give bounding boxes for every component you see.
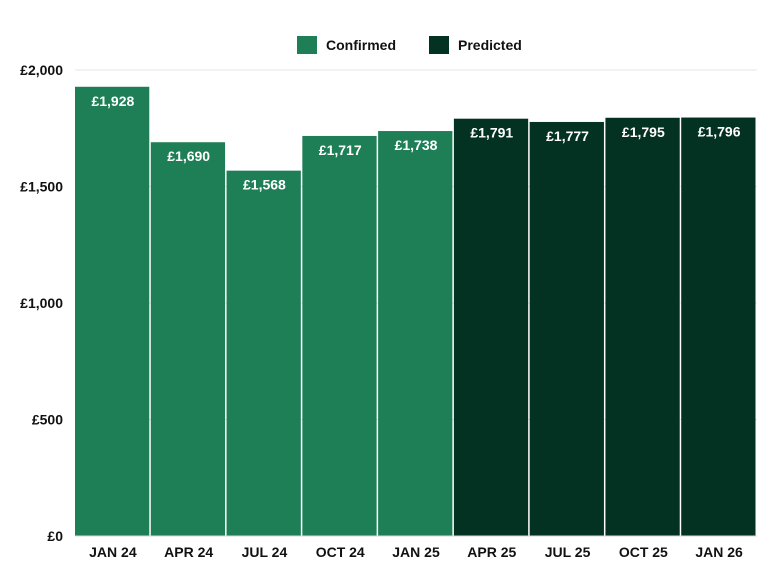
legend-swatch-confirmed [297, 36, 317, 54]
legend: Confirmed Predicted [297, 36, 522, 54]
x-tick-label: JUL 24 [242, 544, 288, 560]
data-label: £1,791 [470, 125, 513, 141]
data-label: £1,795 [622, 124, 665, 140]
data-label: £1,568 [243, 177, 286, 193]
bar-oct-24 [302, 135, 377, 536]
bar-apr-24 [150, 142, 226, 537]
y-axis: £0 £500 £1,000 £1,500 £2,000 [20, 62, 63, 544]
y-tick-label: £500 [32, 412, 63, 428]
x-tick-label: OCT 25 [619, 544, 668, 560]
y-tick-label: £1,000 [20, 295, 63, 311]
data-label: £1,717 [319, 142, 362, 158]
legend-item-confirmed: Confirmed [297, 36, 396, 54]
x-tick-label: JUL 25 [545, 544, 591, 560]
y-tick-label: £0 [47, 528, 63, 544]
y-tick-label: £1,500 [20, 179, 63, 195]
x-tick-label: OCT 24 [316, 544, 365, 560]
bars: £1,928 £1,690 £1,568 £1,717 £1,738 £1,791 £1,7… [75, 86, 756, 537]
bar-jan-26 [681, 117, 756, 537]
x-tick-label: APR 25 [467, 544, 516, 560]
legend-label-predicted: Predicted [458, 37, 522, 53]
bar-jul-24 [226, 170, 301, 536]
legend-label-confirmed: Confirmed [326, 37, 396, 53]
data-label: £1,796 [698, 124, 741, 140]
x-tick-label: JAN 25 [392, 544, 440, 560]
bar-jan-25 [378, 131, 453, 536]
data-label: £1,928 [91, 93, 134, 109]
x-tick-label: JAN 24 [89, 544, 137, 560]
data-label: £1,777 [546, 128, 589, 144]
bar-apr-25 [453, 118, 529, 537]
legend-item-predicted: Predicted [429, 36, 522, 54]
x-tick-label: APR 24 [164, 544, 213, 560]
data-label: £1,690 [167, 148, 210, 164]
bar-jan-24 [75, 86, 150, 536]
x-tick-label: JAN 26 [695, 544, 743, 560]
bar-jul-25 [529, 121, 604, 537]
x-axis: JAN 24 APR 24 JUL 24 OCT 24 JAN 25 APR 25 JUL … [75, 535, 757, 560]
bar-oct-25 [605, 117, 680, 536]
legend-swatch-predicted [429, 36, 449, 54]
y-tick-label: £2,000 [20, 62, 63, 78]
data-label: £1,738 [395, 137, 438, 153]
